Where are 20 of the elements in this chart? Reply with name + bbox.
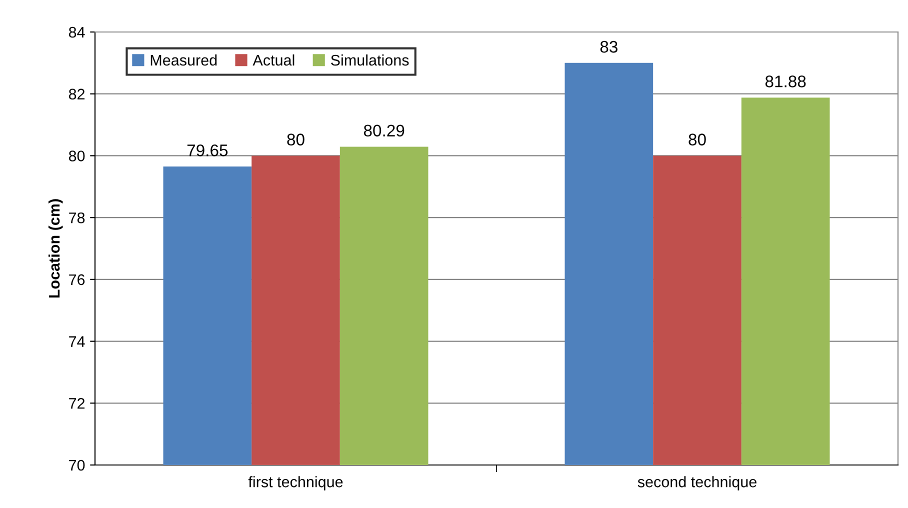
y-tick-label: 78 [69,212,85,224]
data-label: 80 [688,134,706,146]
data-label: 79.65 [187,144,228,156]
data-label: 83 [600,40,618,53]
legend-label: Measured [150,54,217,66]
y-tick-label: 80 [68,150,85,162]
y-tick-label: 84 [68,26,85,38]
data-label: 80 [287,134,304,146]
y-tick-label: 74 [69,336,85,347]
x-tick-label: first technique [248,476,343,490]
data-label: 81.88 [765,76,806,88]
y-tick-label: 70 [69,460,85,471]
data-label: 80.29 [364,124,404,137]
y-tick-label: 72 [69,398,85,409]
x-tick-label: second technique [638,476,756,490]
legend-label: Simulations [331,54,409,66]
legend-label: Actual [252,54,294,66]
y-axis-title: Location (cm) [48,199,63,298]
y-tick-label: 76 [69,274,85,286]
y-tick-label: 82 [68,88,85,100]
